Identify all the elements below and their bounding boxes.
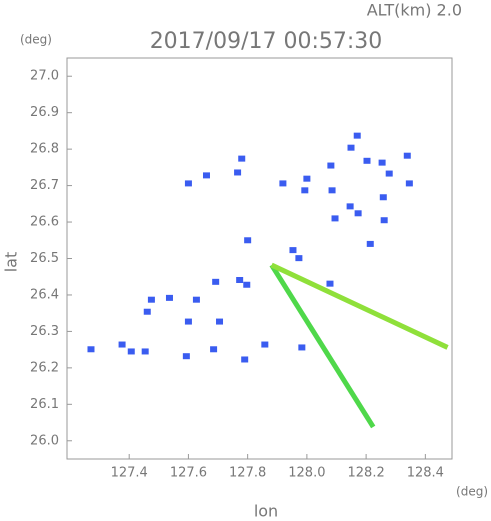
y-tick-label: 26.8 bbox=[30, 142, 59, 157]
echo bbox=[353, 132, 361, 139]
echo bbox=[289, 247, 297, 254]
echo bbox=[127, 348, 135, 355]
y-tick-label: 26.5 bbox=[30, 251, 59, 266]
y-tick-label: 27.0 bbox=[30, 69, 59, 84]
echo bbox=[331, 215, 339, 222]
echo bbox=[234, 169, 242, 176]
echo bbox=[243, 281, 251, 288]
echo-streak bbox=[269, 263, 376, 429]
y-tick-label: 26.6 bbox=[30, 215, 59, 230]
echo bbox=[405, 180, 413, 187]
subtitle: ALT(km) 2.0 bbox=[367, 1, 462, 20]
echo bbox=[380, 217, 388, 224]
y-tick-label: 26.4 bbox=[30, 287, 59, 302]
echo bbox=[346, 203, 354, 210]
echo bbox=[354, 210, 362, 217]
echo bbox=[212, 278, 220, 285]
echo bbox=[379, 194, 387, 201]
y-axis-label: lat bbox=[2, 252, 21, 273]
x-tick-label: 127.8 bbox=[229, 466, 266, 481]
echo bbox=[328, 187, 336, 194]
echo bbox=[143, 308, 151, 315]
x-tick-label: 127.6 bbox=[170, 466, 207, 481]
echo bbox=[241, 356, 249, 363]
echo bbox=[298, 344, 306, 351]
x-unit: (deg) bbox=[456, 485, 488, 499]
echo bbox=[236, 277, 244, 284]
echo bbox=[295, 255, 303, 262]
echo bbox=[244, 237, 252, 244]
echo bbox=[182, 353, 190, 360]
echo bbox=[261, 341, 269, 348]
echo bbox=[385, 170, 393, 177]
echo bbox=[327, 162, 335, 169]
x-axis-label: lon bbox=[254, 502, 278, 521]
echo bbox=[403, 152, 411, 159]
y-tick-label: 26.7 bbox=[30, 178, 59, 193]
echo bbox=[192, 296, 200, 303]
echo-streak bbox=[270, 262, 449, 350]
y-tick-label: 26.3 bbox=[30, 324, 59, 339]
chart-title: 2017/09/17 00:57:30 bbox=[150, 29, 383, 54]
x-tick-label: 128.0 bbox=[288, 466, 325, 481]
x-tick-label: 127.4 bbox=[111, 466, 148, 481]
echo bbox=[141, 348, 149, 355]
echo bbox=[216, 318, 224, 325]
y-tick-label: 26.2 bbox=[30, 360, 59, 375]
echo bbox=[366, 240, 374, 247]
plot-frame bbox=[66, 57, 453, 460]
echo bbox=[118, 341, 126, 348]
echo bbox=[303, 175, 311, 182]
x-tick-label: 128.2 bbox=[348, 466, 385, 481]
y-unit: (deg) bbox=[20, 33, 52, 47]
echo bbox=[210, 346, 218, 353]
echo bbox=[378, 159, 386, 166]
echo bbox=[279, 180, 287, 187]
y-tick-label: 26.0 bbox=[30, 433, 59, 448]
y-tick-label: 26.1 bbox=[30, 397, 59, 412]
y-tick-label: 26.9 bbox=[30, 105, 59, 120]
echo bbox=[184, 180, 192, 187]
echo bbox=[326, 280, 334, 287]
echo bbox=[87, 346, 95, 353]
echo bbox=[238, 155, 246, 162]
echo bbox=[347, 144, 355, 151]
echo bbox=[301, 187, 309, 194]
x-tick-label: 128.4 bbox=[407, 466, 444, 481]
echo bbox=[165, 294, 173, 301]
echo bbox=[363, 157, 371, 164]
echo bbox=[184, 318, 192, 325]
echo bbox=[202, 172, 210, 179]
echo bbox=[147, 296, 155, 303]
